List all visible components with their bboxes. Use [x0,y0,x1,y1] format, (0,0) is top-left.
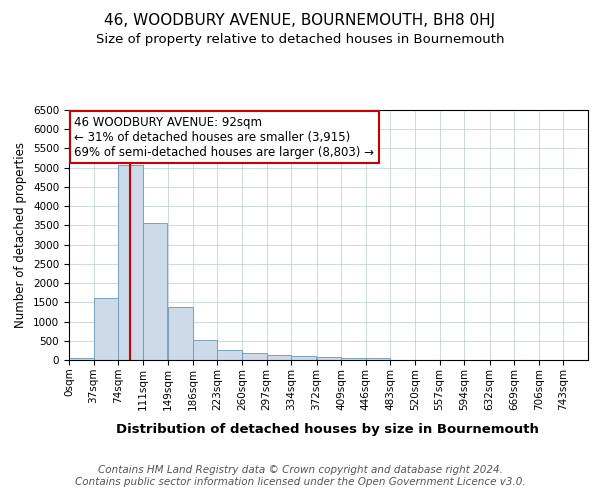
Bar [242,352,266,360]
Bar [291,356,316,360]
Bar [168,307,193,360]
Bar [266,355,291,360]
Y-axis label: Number of detached properties: Number of detached properties [14,142,28,328]
Bar [317,358,341,360]
Text: Contains HM Land Registry data © Crown copyright and database right 2024.
Contai: Contains HM Land Registry data © Crown c… [74,465,526,486]
Bar [341,358,366,360]
Bar [69,358,94,360]
Bar [217,350,242,360]
Text: Distribution of detached houses by size in Bournemouth: Distribution of detached houses by size … [116,422,538,436]
Text: Size of property relative to detached houses in Bournemouth: Size of property relative to detached ho… [96,32,504,46]
Bar [94,298,118,360]
Bar [118,166,143,360]
Bar [366,358,391,360]
Bar [193,340,217,360]
Bar [143,222,167,360]
Text: 46, WOODBURY AVENUE, BOURNEMOUTH, BH8 0HJ: 46, WOODBURY AVENUE, BOURNEMOUTH, BH8 0H… [104,12,496,28]
Text: 46 WOODBURY AVENUE: 92sqm
← 31% of detached houses are smaller (3,915)
69% of se: 46 WOODBURY AVENUE: 92sqm ← 31% of detac… [74,116,374,159]
